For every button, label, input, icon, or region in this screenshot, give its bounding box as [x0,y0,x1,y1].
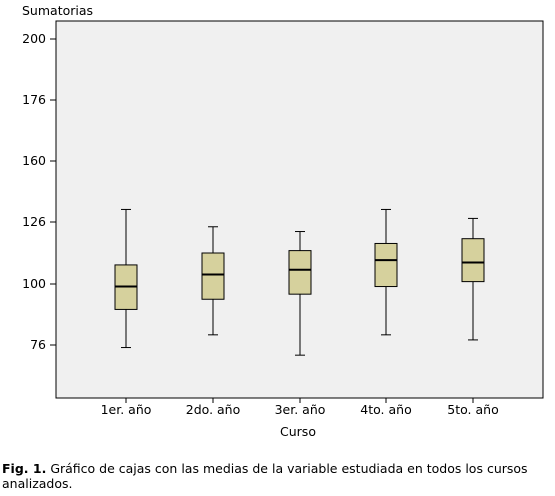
box-group [201,226,225,336]
x-tick-label: 3er. año [275,402,326,417]
boxplot-chart: Sumatorias Curso 200 176 160 126 100 76 1er. … [22,3,544,439]
x-tick-label: 5to. año [447,402,498,417]
x-axis-label: Curso [280,424,316,439]
y-tick-label: 76 [30,337,46,352]
box-group [461,217,485,341]
y-tick-label: 176 [22,92,46,107]
y-axis-ticks: 200 176 160 126 100 76 [22,31,56,352]
box-iqr [288,250,312,295]
box-iqr [374,242,398,288]
x-tick-label: 4to. año [360,402,411,417]
y-axis-label: Sumatorias [22,3,93,18]
figure-caption: Fig. 1. Gráfico de cajas con las medias … [2,461,550,491]
x-tick-label: 2do. año [186,402,241,417]
y-tick-label: 126 [22,214,46,229]
caption-text: Gráfico de cajas con las medias de la va… [2,461,528,491]
box-series [114,208,485,356]
y-tick-label: 160 [22,153,46,168]
box-group [374,208,398,336]
caption-label: Fig. 1. [2,461,47,476]
box-group [288,231,312,356]
box-group [114,208,138,349]
x-tick-label: 1er. año [101,402,152,417]
y-tick-label: 100 [22,276,46,291]
box-iqr [201,252,225,300]
box-iqr [461,238,485,283]
y-tick-label: 200 [22,31,46,46]
x-axis-ticks: 1er. año 2do. año 3er. año 4to. año 5to. año [101,398,499,417]
